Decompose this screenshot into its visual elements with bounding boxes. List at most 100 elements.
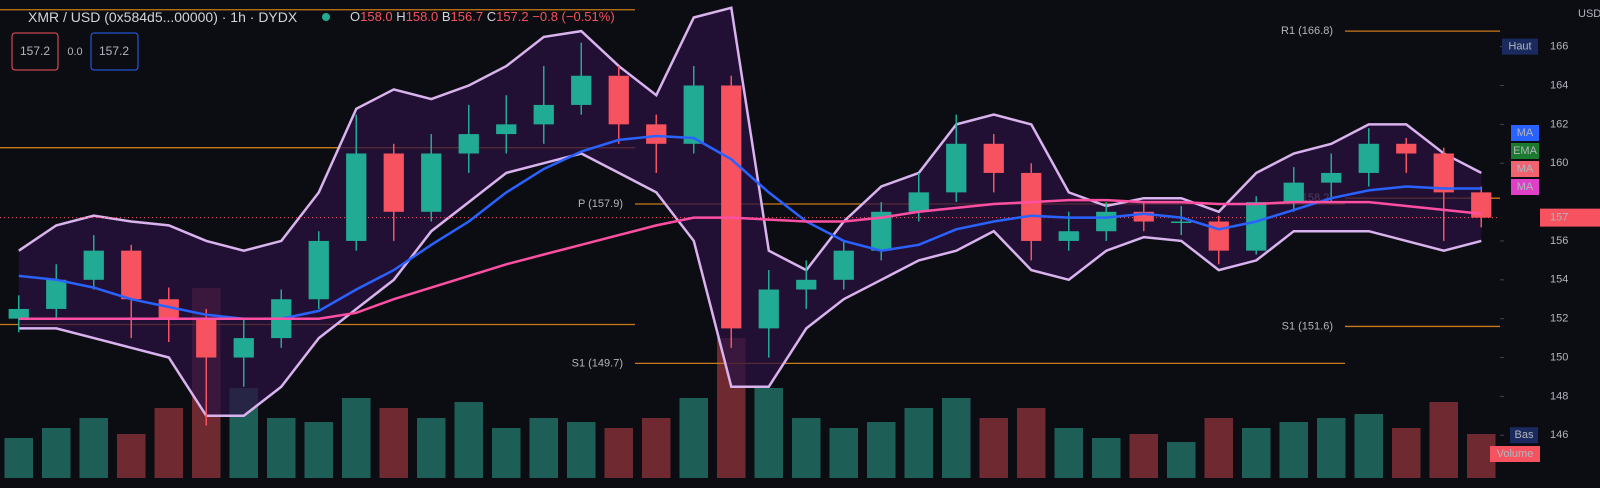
volume-bar <box>754 388 783 478</box>
moving-average <box>18 198 1482 320</box>
indicator-label: MA <box>1517 181 1534 193</box>
pivot-label: P (157.9) <box>578 198 623 210</box>
volume-bar <box>1242 428 1271 478</box>
band-lower <box>18 152 1482 418</box>
volume-bar <box>1317 418 1346 478</box>
candle-body <box>871 211 892 251</box>
buy-button[interactable] <box>90 32 139 71</box>
pivot-label: S1 (149.7) <box>572 357 623 369</box>
candle-body <box>1283 182 1304 203</box>
candle-body <box>1246 202 1267 251</box>
volume-bar <box>1167 442 1196 478</box>
sell-button[interactable] <box>11 32 59 71</box>
header-title: XMR / USD (0x584d5...00000) · 1h · DYDX <box>28 9 298 25</box>
low-badge <box>1510 427 1538 444</box>
ohlc: O158.0 H158.0 B156.7 C157.2 −0.8 (−0.51%… <box>350 9 615 24</box>
volume-bar <box>679 398 708 478</box>
candle-body <box>533 104 554 125</box>
volume-bar <box>1279 422 1308 478</box>
volume-bar <box>904 408 933 478</box>
y-tick-label: 148 <box>1550 390 1568 402</box>
candle-body <box>833 250 854 280</box>
y-tick-label: 164 <box>1550 79 1568 91</box>
candle-body <box>721 85 742 329</box>
candle-body <box>46 279 67 309</box>
candle-body <box>571 75 592 105</box>
candle-body <box>608 75 629 125</box>
plot: P (157.9)S1 (149.7)R1 (166.8)P (158.2)S1… <box>0 6 1500 478</box>
volume-bar <box>154 408 183 478</box>
change: −0.8 (−0.51%) <box>532 9 614 24</box>
volume-bar <box>829 428 858 478</box>
status-dot <box>322 13 330 21</box>
candle-body <box>233 338 254 358</box>
candle-body <box>308 240 329 300</box>
volume-bar <box>267 418 296 478</box>
indicator-label: EMA <box>1513 145 1538 157</box>
volume-bar <box>792 418 821 478</box>
volume-bar <box>379 408 408 478</box>
volume-bar <box>1392 428 1421 478</box>
ohlc-key: H <box>396 9 405 24</box>
ohlc-key: B <box>442 9 451 24</box>
candle-body <box>421 153 442 212</box>
candle-body <box>196 318 217 358</box>
volume-bar <box>942 398 971 478</box>
volume-bar <box>79 418 108 478</box>
low-label: Bas <box>1515 429 1534 441</box>
candle-body <box>983 143 1004 173</box>
candle-body <box>946 143 967 193</box>
high-label: Haut <box>1508 41 1531 53</box>
indicator-badge <box>1511 125 1539 141</box>
candle-body <box>1321 172 1342 183</box>
candle-body <box>383 153 404 212</box>
candle-body <box>683 85 704 144</box>
candle-body <box>1358 143 1379 173</box>
volume-bar <box>529 418 558 478</box>
indicator-badge <box>1511 161 1539 177</box>
candle-body <box>1058 231 1079 241</box>
volume-bar <box>42 428 71 478</box>
volume-bar <box>1129 434 1158 478</box>
candle-body <box>646 124 667 144</box>
volume-bar <box>1429 402 1458 478</box>
y-tick-label: 150 <box>1550 351 1568 363</box>
candle-body <box>83 250 104 280</box>
candle-body <box>758 289 779 329</box>
high-badge <box>1502 38 1538 55</box>
candle-body <box>796 279 817 290</box>
candle-body <box>1471 192 1492 218</box>
sell-price[interactable]: 157.2 <box>20 44 50 58</box>
volume-label: Volume <box>1497 448 1534 460</box>
candle-body <box>8 308 29 319</box>
volume-bar <box>604 428 633 478</box>
volume-bar <box>342 398 371 478</box>
y-tick-label: 162 <box>1550 118 1568 130</box>
candle-body <box>1133 211 1154 222</box>
volume-bar <box>567 422 596 478</box>
candle-body <box>121 250 142 300</box>
axis-labels: 166 164 162 160 156 154 152 150 148 146 Haut Bas Vol… <box>1490 38 1600 462</box>
volume-bar <box>304 422 333 478</box>
y-tick-label: 146 <box>1550 429 1568 441</box>
volume-bar <box>1054 428 1083 478</box>
indicator-badge <box>1511 179 1539 195</box>
pivot-label: S1 (151.6) <box>1282 320 1333 332</box>
candle-body <box>1171 221 1192 224</box>
y-tick-label: 166 <box>1550 41 1568 53</box>
volume-bar <box>1092 438 1121 478</box>
axis-unit: USD <box>1578 8 1600 20</box>
volume-bar <box>1017 408 1046 478</box>
last-price-badge <box>1540 208 1600 227</box>
candle-body <box>158 299 179 319</box>
pivot-label: R1 (166.8) <box>1281 25 1333 37</box>
indicator-label: MA <box>1517 163 1534 175</box>
volume-bar <box>979 418 1008 478</box>
volume-bar <box>1204 418 1233 478</box>
buy-price[interactable]: 157.2 <box>99 44 129 58</box>
spread: 0.0 <box>67 46 82 58</box>
indicator-label: MA <box>1517 127 1534 139</box>
volume-bar <box>117 434 146 478</box>
candle-body <box>1021 172 1042 241</box>
y-tick-label: 152 <box>1550 313 1568 325</box>
